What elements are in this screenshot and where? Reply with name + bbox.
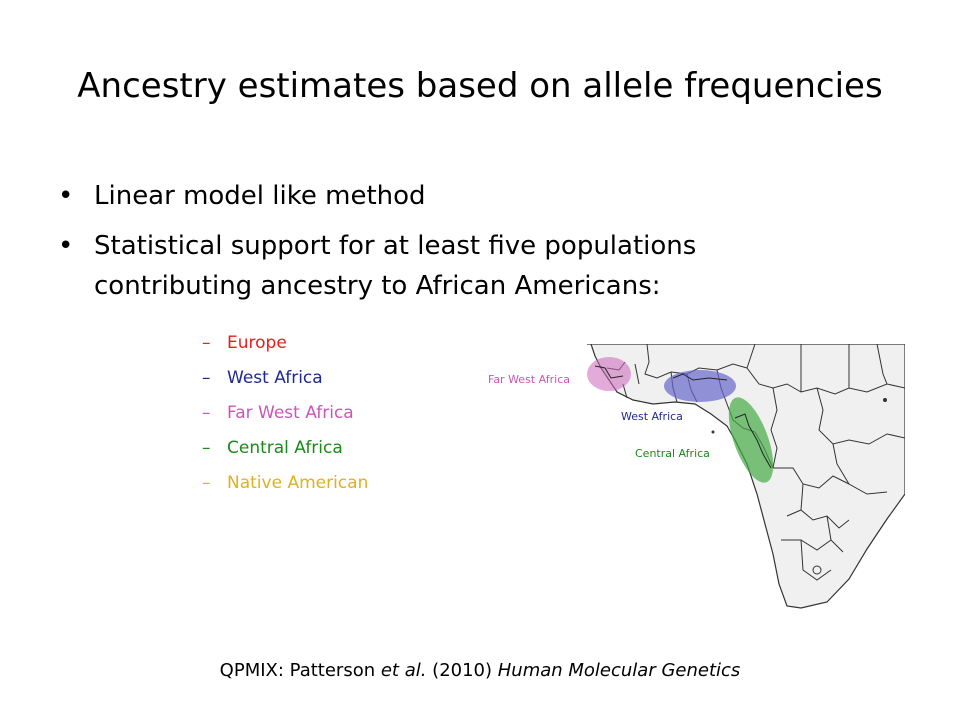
population-native-american: – Native American	[202, 466, 368, 501]
citation-prefix: QPMIX: Patterson	[219, 660, 381, 681]
population-label: Native American	[227, 473, 369, 493]
bullet-dot-icon: •	[58, 181, 74, 211]
dash: –	[202, 368, 211, 388]
population-label: West Africa	[227, 368, 323, 388]
population-europe: – Europe	[202, 326, 368, 361]
region-borders	[594, 365, 772, 469]
citation: QPMIX: Patterson et al. (2010) Human Mol…	[0, 660, 960, 681]
africa-map: Far West Africa West Africa Central Afri…	[587, 344, 905, 609]
west-africa-label: West Africa	[621, 410, 683, 423]
country-borders	[606, 344, 905, 581]
slide-title: Ancestry estimates based on allele frequ…	[77, 66, 883, 106]
citation-journal: Human Molecular Genetics	[497, 660, 741, 681]
population-west-africa: – West Africa	[202, 361, 368, 396]
bullet-item: • Statistical support for at least five …	[58, 226, 818, 306]
bullet-text: Statistical support for at least five po…	[94, 231, 697, 301]
small-features	[711, 398, 887, 575]
bullet-list: • Linear model like method • Statistical…	[58, 176, 818, 316]
dash: –	[202, 403, 211, 423]
far-west-africa-caption: Far West Africa	[488, 373, 570, 386]
bullet-text: Linear model like method	[94, 181, 426, 211]
dash: –	[202, 473, 211, 493]
dash: –	[202, 438, 211, 458]
central-africa-region	[728, 397, 774, 483]
west-africa-region	[664, 370, 736, 402]
citation-year: (2010)	[426, 660, 498, 681]
population-label: Far West Africa	[227, 403, 354, 423]
central-africa-label: Central Africa	[635, 447, 710, 460]
bullet-item: • Linear model like method	[58, 176, 818, 216]
population-central-africa: – Central Africa	[202, 431, 368, 466]
population-label: Central Africa	[227, 438, 343, 458]
citation-etal: et al.	[380, 660, 427, 681]
dash: –	[202, 333, 211, 353]
bullet-dot-icon: •	[58, 231, 74, 261]
population-list: – Europe – West Africa – Far West Africa – C…	[202, 326, 368, 501]
population-far-west-africa: – Far West Africa	[202, 396, 368, 431]
land-outline	[587, 344, 905, 609]
population-label: Europe	[227, 333, 287, 353]
